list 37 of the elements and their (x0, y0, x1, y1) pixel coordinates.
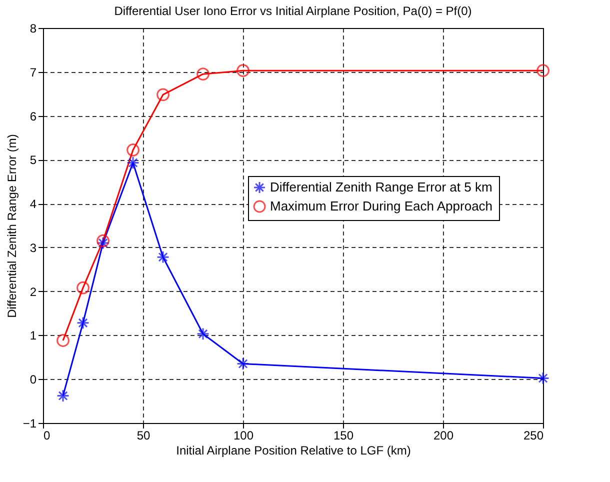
point (96, 234, 110, 248)
y-axis-title: Differential Zenith Range Error (m) (4, 134, 19, 318)
y-tick-label: 4 (30, 197, 37, 212)
point (126, 156, 140, 170)
point (236, 357, 250, 370)
point (156, 250, 170, 264)
point (76, 281, 90, 294)
y-tick-label: −1 (22, 416, 37, 430)
point (126, 144, 140, 156)
y-tick-label: 7 (30, 65, 37, 80)
legend-label: Maximum Error During Each Approach (270, 198, 493, 214)
y-tick-label: 6 (30, 109, 37, 124)
point (76, 316, 90, 330)
point (536, 372, 550, 385)
x-tick-label: 0 (44, 428, 50, 442)
y-tick-label: 8 (30, 22, 37, 36)
point (96, 236, 110, 250)
point (196, 68, 210, 81)
x-tick-label: 250 (523, 428, 544, 442)
chart-title: Differential User Iono Error vs Initial Airplane Position, Pa(0) = Pf(0) (114, 4, 472, 18)
point (56, 389, 70, 402)
point (156, 88, 170, 102)
x-tick-label: 150 (333, 428, 354, 442)
point (536, 64, 550, 78)
y-tick-label: 0 (30, 372, 37, 387)
x-tick-label: 50 (136, 428, 150, 442)
y-tick-label: 1 (30, 328, 37, 343)
y-tick-label: 5 (30, 153, 37, 168)
x-axis-title: Initial Airplane Position Relative to LGF (km) (176, 444, 411, 458)
x-tick-label: 100 (233, 428, 254, 442)
point (236, 64, 250, 78)
y-tick-label: 2 (30, 284, 37, 299)
x-tick-label: 200 (433, 428, 454, 442)
legend-label: Differential Zenith Range Error at 5 km (270, 180, 492, 194)
point (196, 327, 210, 340)
y-tick-label: 3 (30, 240, 37, 255)
point (56, 334, 70, 347)
